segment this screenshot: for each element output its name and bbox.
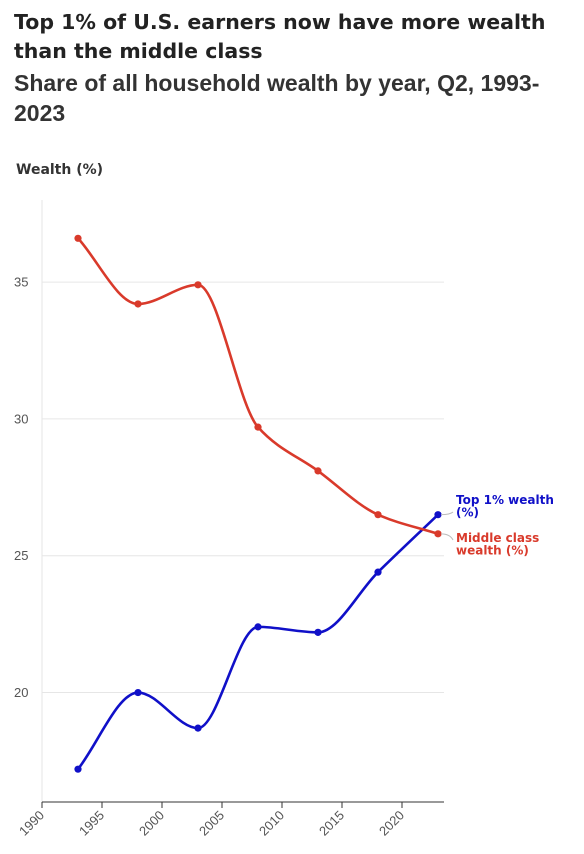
middle-class-point <box>194 281 202 289</box>
x-axis <box>41 200 444 803</box>
top-1-percent-line <box>76 513 440 771</box>
top-1-percent-point <box>134 688 142 697</box>
y-axis-label: Wealth (%) <box>16 162 104 178</box>
chart-title: Top 1% of U.S. earners now have more wea… <box>14 10 546 63</box>
middle-class-label: Middle class <box>456 531 539 545</box>
middle-class-connector <box>440 533 454 541</box>
series-layer <box>74 234 442 773</box>
grid-lines <box>42 281 444 694</box>
x-tick-label: 1990 <box>16 808 47 839</box>
top-1-percent-point <box>374 568 382 576</box>
top-1-percent-label: Top 1% wealth <box>456 493 554 507</box>
top-1-percent-point <box>194 724 202 732</box>
x-tick-label: 1995 <box>76 808 107 839</box>
middle-class-point <box>74 234 82 242</box>
middle-class-label: wealth (%) <box>456 544 529 558</box>
y-tick-label: 30 <box>14 411 28 426</box>
x-tick-label: 2015 <box>316 808 347 839</box>
top-1-percent-connector <box>440 511 454 516</box>
x-tick-label: 2005 <box>196 808 227 839</box>
y-tick-label: 35 <box>14 275 28 290</box>
middle-class-point <box>434 530 442 538</box>
x-tick-label: 2020 <box>376 808 407 839</box>
y-tick-label: 20 <box>14 685 28 700</box>
top-1-percent-point <box>74 765 82 773</box>
middle-class-point <box>314 467 322 475</box>
top-1-percent-point <box>314 628 322 636</box>
middle-class-line <box>76 237 440 536</box>
middle-class-point <box>374 511 382 519</box>
x-tick-label: 2010 <box>256 808 287 839</box>
y-axis-ticks: 20 25 30 35 <box>14 275 28 700</box>
y-tick-label: 25 <box>14 548 28 563</box>
top-1-percent-point <box>254 623 262 631</box>
x-tick-label: 2000 <box>136 808 167 839</box>
top-1-percent-point <box>434 511 442 519</box>
x-axis-ticks: 1990 1995 2000 2005 2010 2015 2020 <box>16 802 407 839</box>
top-1-percent-label: (%) <box>456 506 479 520</box>
middle-class-point <box>134 300 142 308</box>
middle-class-point <box>254 423 262 431</box>
chart-subtitle: Share of all household wealth by year, Q… <box>14 70 540 126</box>
